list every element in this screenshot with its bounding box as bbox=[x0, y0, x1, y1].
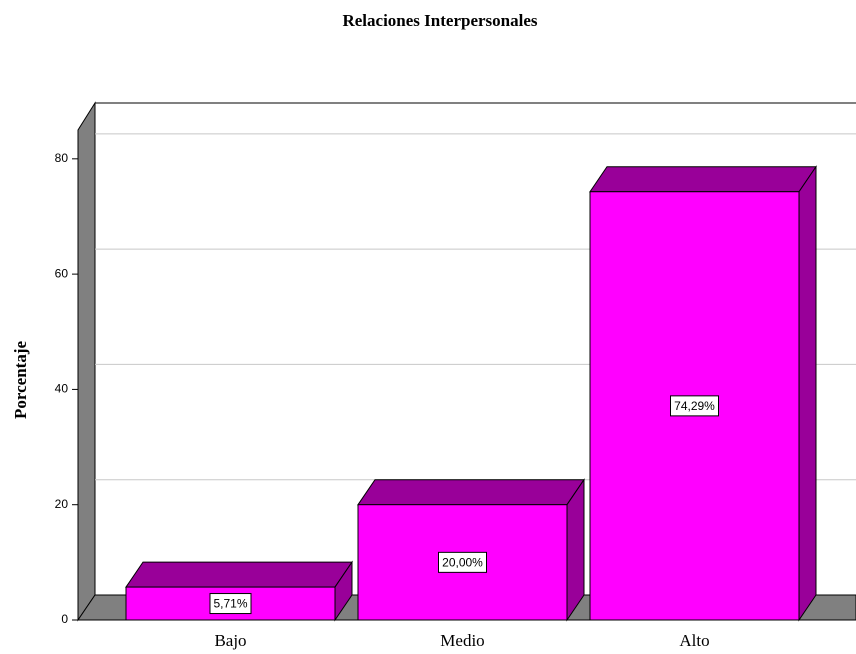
x-tick-label: Alto bbox=[679, 631, 709, 650]
value-label: 20,00% bbox=[442, 556, 483, 570]
bar-top bbox=[125, 561, 353, 588]
value-label-box bbox=[209, 593, 252, 615]
y-tick-label: 0 bbox=[61, 612, 68, 626]
y-tick-label: 40 bbox=[55, 382, 69, 396]
bar-side bbox=[798, 165, 817, 622]
value-label-box bbox=[438, 551, 487, 573]
y-tick-label: 20 bbox=[55, 497, 69, 511]
value-label: 74,29% bbox=[674, 399, 715, 413]
value-label-box bbox=[670, 395, 719, 417]
side-wall bbox=[77, 101, 96, 622]
x-tick-label: Medio bbox=[440, 631, 484, 650]
value-label: 5,71% bbox=[213, 597, 247, 611]
bar-top bbox=[589, 166, 817, 193]
bar-top bbox=[357, 479, 585, 506]
y-axis-label: Porcentaje bbox=[11, 341, 30, 419]
chart-title: Relaciones Interpersonales bbox=[342, 11, 537, 30]
y-tick-label: 60 bbox=[55, 266, 69, 280]
y-tick-label: 80 bbox=[55, 151, 69, 165]
x-tick-label: Bajo bbox=[214, 631, 246, 650]
bar-side bbox=[566, 478, 585, 622]
